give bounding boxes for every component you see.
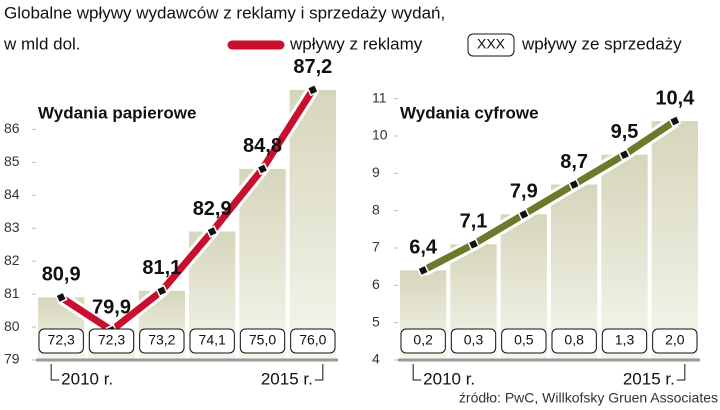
bracket [676, 364, 686, 381]
marker [517, 208, 531, 221]
y-tick-label: 81 [4, 285, 20, 301]
sales-label: 75,0 [249, 332, 276, 348]
sales-label: 74,1 [199, 332, 226, 348]
marker [306, 83, 320, 97]
unit: w mld dol. [3, 34, 81, 53]
y-tick-label: 10 [372, 127, 388, 143]
y-tick-label: 84 [4, 186, 20, 202]
data-label: 8,7 [560, 151, 588, 173]
sales-box [38, 328, 84, 354]
sales-box [601, 328, 648, 354]
y-tick-label: 4 [372, 351, 380, 367]
y-tick-label: 7 [372, 239, 380, 255]
sales-label: 0,2 [413, 332, 433, 348]
data-label: 10,4 [655, 87, 695, 109]
y-tick-label: 83 [4, 219, 20, 235]
marker [54, 291, 68, 304]
bracket [50, 364, 60, 381]
y-tick-label: 11 [372, 89, 387, 105]
legend-label: wpływy z reklamy [289, 34, 423, 53]
sales-box [139, 328, 185, 354]
sales-label: 2,0 [665, 332, 685, 348]
sales-label: 72,3 [48, 332, 75, 348]
x-tick-label: 2015 r. [623, 369, 675, 388]
y-tick-label: 5 [372, 313, 380, 329]
line [421, 118, 677, 274]
y-tick-label: 82 [4, 252, 20, 268]
y-tick-label: 6 [372, 276, 380, 292]
sales-box [239, 328, 286, 354]
sales-box [290, 328, 336, 354]
marker [416, 264, 430, 277]
sales-box [551, 328, 597, 354]
column [651, 121, 698, 360]
sales-box [88, 328, 135, 354]
source: źródło: PwC, Willkofsky Gruen Associates [459, 390, 718, 406]
bracket [412, 364, 422, 381]
data-label: 80,9 [42, 264, 81, 286]
sales-box [501, 328, 547, 354]
marker [205, 225, 219, 238]
line [59, 88, 316, 334]
marker [155, 284, 169, 298]
y-tick-label: 86 [4, 120, 20, 136]
x-tick-label: 2015 r. [261, 369, 313, 388]
marker [256, 162, 269, 176]
column [239, 168, 286, 360]
sales-box [400, 328, 446, 354]
data-label: 87,2 [293, 56, 332, 78]
column [289, 89, 336, 360]
sales-label: 0,8 [564, 332, 584, 348]
data-label: 6,4 [409, 237, 438, 259]
y-tick-label: 8 [372, 201, 380, 217]
data-label: 7,9 [510, 181, 538, 203]
data-label: 81,1 [142, 257, 181, 279]
title: Globalne wpływy wydawców z reklamy i spr… [4, 3, 445, 22]
legend-label: wpływy ze sprzedaży [521, 34, 682, 53]
sales-label: 76,0 [299, 332, 326, 348]
y-tick-label: 79 [4, 351, 20, 367]
legend-box-swatch [467, 33, 515, 57]
chart-title: Wydania papierowe [38, 103, 196, 122]
sales-label: 1,3 [615, 332, 635, 348]
legend-box-sample: XXX [477, 36, 506, 52]
data-label: 79,9 [92, 297, 131, 319]
marker [618, 148, 631, 161]
marker [567, 178, 581, 191]
data-label: 9,5 [611, 121, 639, 143]
data-label: 7,1 [460, 211, 488, 233]
sales-box [450, 328, 497, 354]
x-tick-label: 2010 r. [61, 369, 113, 388]
chart-title: Wydania cyfrowe [400, 103, 539, 122]
x-tick-label: 2010 r. [423, 369, 475, 388]
y-tick-label: 9 [372, 164, 380, 180]
y-tick-label: 85 [4, 153, 20, 169]
sales-label: 0,5 [514, 332, 534, 348]
sales-box [652, 328, 698, 354]
marker [467, 237, 480, 251]
y-tick-label: 80 [4, 318, 20, 334]
data-label: 82,9 [193, 198, 232, 220]
sales-label: 72,3 [98, 332, 125, 348]
sales-box [189, 328, 235, 354]
marker [668, 114, 682, 128]
sales-label: 73,2 [148, 332, 175, 348]
sales-label: 0,3 [464, 332, 484, 348]
data-label: 84,8 [243, 135, 282, 157]
bracket [314, 364, 324, 381]
column [601, 154, 648, 360]
